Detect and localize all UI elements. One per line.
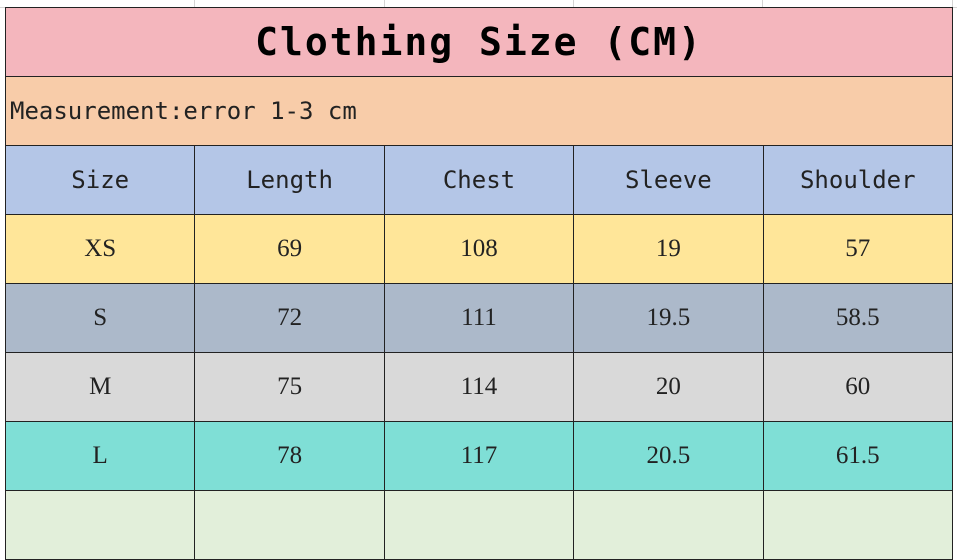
cell-size[interactable]: XS [4,214,196,284]
cell-empty[interactable] [573,490,764,560]
header-shoulder[interactable]: Shoulder [762,145,954,215]
header-size[interactable]: Size [4,145,196,215]
cell-chest[interactable]: 117 [383,421,575,491]
cell-shoulder[interactable]: 60 [762,352,954,422]
cell-shoulder[interactable]: 57 [762,214,954,284]
measurement-note[interactable]: Measurement:error 1-3 cm [5,76,953,146]
table-row: S 72 111 19.5 58.5 [4,283,954,353]
cell-size[interactable]: M [4,352,196,422]
cell-size[interactable]: L [4,421,196,491]
header-sleeve[interactable]: Sleeve [573,145,764,215]
header-row: Size Length Chest Sleeve Shoulder [4,145,954,215]
table-row-partial [4,490,954,560]
cell-empty[interactable] [194,490,385,560]
cell-shoulder[interactable]: 58.5 [762,283,954,353]
cell-empty[interactable] [383,490,575,560]
cell-length[interactable]: 72 [194,283,385,353]
cell-shoulder[interactable]: 61.5 [762,421,954,491]
cell-chest[interactable]: 111 [383,283,575,353]
cell-length[interactable]: 78 [194,421,385,491]
cell-sleeve[interactable]: 19.5 [573,283,764,353]
table-row: L 78 117 20.5 61.5 [4,421,954,491]
cell-empty[interactable] [4,490,196,560]
size-chart-table: Clothing Size (CM) Measurement:error 1-3… [4,7,954,560]
cell-size[interactable]: S [4,283,196,353]
cell-length[interactable]: 75 [194,352,385,422]
title-row: Clothing Size (CM) [5,7,953,77]
cell-sleeve[interactable]: 20 [573,352,764,422]
note-row: Measurement:error 1-3 cm [5,76,953,146]
chart-title[interactable]: Clothing Size (CM) [5,7,953,77]
header-chest[interactable]: Chest [383,145,575,215]
cell-chest[interactable]: 114 [383,352,575,422]
cell-sleeve[interactable]: 19 [573,214,764,284]
cell-sleeve[interactable]: 20.5 [573,421,764,491]
cell-chest[interactable]: 108 [383,214,575,284]
cell-length[interactable]: 69 [194,214,385,284]
table-row: XS 69 108 19 57 [4,214,954,284]
table-row: M 75 114 20 60 [4,352,954,422]
cell-empty[interactable] [762,490,954,560]
header-length[interactable]: Length [194,145,385,215]
